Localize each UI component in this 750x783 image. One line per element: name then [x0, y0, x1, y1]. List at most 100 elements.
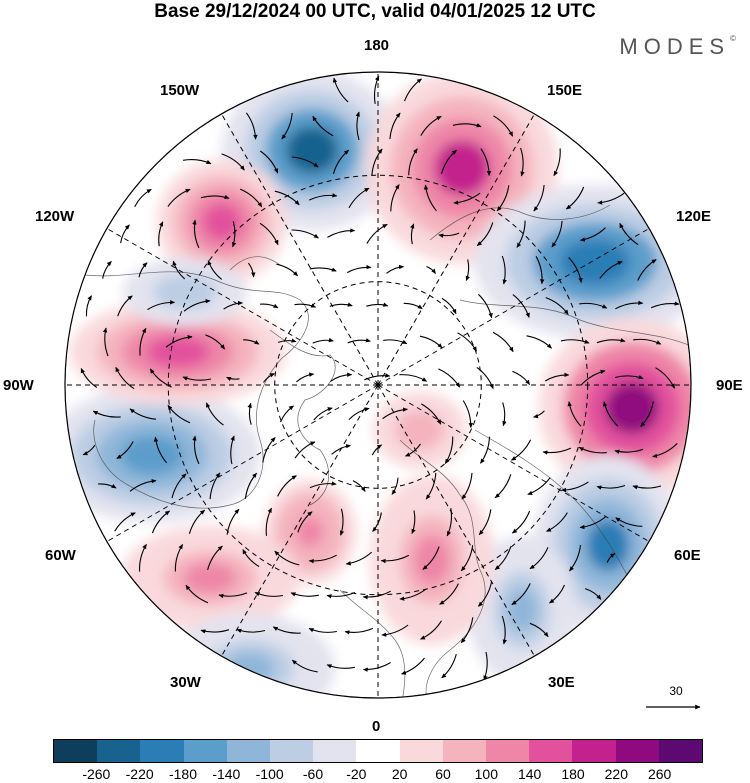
- copyright-mark: ©: [730, 34, 736, 43]
- colorbar: [53, 739, 703, 763]
- wind-vector: [596, 338, 626, 344]
- wind-vector: [476, 222, 494, 247]
- wind-vector: [614, 448, 644, 454]
- wind-vector: [551, 220, 563, 248]
- wind-vector: [441, 653, 457, 679]
- wind-vector: [205, 402, 224, 426]
- wind-vector: [364, 373, 391, 381]
- wind-vector: [493, 115, 514, 137]
- wind-vector: [362, 590, 391, 600]
- wind-vector: [380, 554, 410, 564]
- wind-vector: [404, 443, 421, 457]
- lon-label-60e: 60E: [674, 547, 701, 564]
- wind-vector: [492, 331, 514, 353]
- wind-vector: [277, 338, 297, 343]
- wind-vector: [410, 223, 415, 245]
- wind-vector: [478, 293, 493, 319]
- brand-name: MODES: [619, 34, 731, 59]
- coastline: [459, 299, 691, 351]
- wind-vector: [207, 545, 223, 571]
- wind-vector: [568, 257, 583, 284]
- meridian-line: [106, 228, 379, 386]
- wind-vector: [527, 477, 551, 495]
- wind-vector: [655, 367, 675, 389]
- meridian-line: [377, 113, 535, 386]
- wind-vector: [420, 115, 442, 136]
- wind-vector: [149, 368, 172, 388]
- wind-vector: [218, 592, 248, 599]
- wind-vector: [139, 543, 147, 572]
- wind-vector: [560, 339, 590, 344]
- wind-vector: [549, 584, 566, 604]
- wind-vector: [419, 335, 443, 349]
- wind-vector: [512, 370, 531, 386]
- map-disc: [65, 72, 691, 698]
- wind-vector: [511, 583, 531, 606]
- wind-vector: [383, 339, 408, 345]
- wind-vector: [584, 588, 602, 600]
- colorbar-tick-label: -60: [302, 766, 324, 782]
- wind-vector: [183, 299, 211, 312]
- coastline: [399, 439, 486, 698]
- colorbar-tick-label: 60: [435, 766, 451, 782]
- wind-vector: [511, 510, 531, 534]
- wind-vector: [308, 554, 337, 564]
- wind-vector: [209, 472, 221, 500]
- wind-vector: [129, 408, 157, 420]
- colorbar-tick-label: 20: [391, 766, 408, 782]
- colorbar-segment: [486, 740, 530, 762]
- reference-vector-value: 30: [669, 684, 683, 698]
- colorbar-tick-label: 140: [517, 766, 542, 782]
- wind-vector: [192, 435, 200, 465]
- wind-vector: [553, 148, 561, 177]
- wind-vector: [236, 628, 266, 634]
- wind-vector: [439, 583, 459, 605]
- wind-vector: [308, 193, 338, 201]
- wind-vector: [247, 262, 256, 278]
- colorbar-tick-label: 100: [474, 766, 499, 782]
- colorbar-tick-label: -100: [255, 766, 284, 782]
- negative-anomaly-contour: [559, 239, 631, 285]
- wind-vector: [185, 584, 209, 604]
- wind-vector: [308, 627, 338, 633]
- wind-vector: [544, 372, 570, 382]
- wind-vector: [242, 549, 260, 567]
- wind-vector: [348, 187, 370, 209]
- wind-vector: [614, 375, 644, 380]
- wind-vector: [332, 77, 349, 103]
- wind-vector: [80, 367, 98, 388]
- wind-vector: [391, 477, 399, 495]
- coastline: [269, 329, 336, 506]
- wind-vector: [291, 659, 318, 673]
- colorbar-segment: [270, 740, 314, 762]
- wind-vector: [579, 227, 606, 242]
- wind-vector: [478, 581, 493, 607]
- lon-label-120w: 120W: [35, 208, 75, 225]
- wind-vector: [114, 512, 136, 532]
- wind-vector: [438, 232, 460, 238]
- lon-label-90e: 90E: [716, 377, 743, 394]
- colorbar-tick-label: 220: [604, 766, 629, 782]
- wind-vector: [153, 436, 168, 464]
- wind-vector: [512, 294, 530, 318]
- wind-vector: [226, 508, 240, 535]
- lon-label-180: 180: [364, 37, 390, 54]
- wind-vector: [120, 224, 130, 244]
- colorbar-tick-label: -220: [125, 766, 154, 782]
- lon-label-60w: 60W: [45, 547, 76, 564]
- wind-vector: [526, 335, 552, 349]
- wind-vector: [453, 192, 481, 205]
- wind-vector: [272, 626, 301, 634]
- wind-vector: [496, 185, 510, 212]
- coastline: [339, 589, 406, 698]
- wind-vector: [313, 407, 333, 421]
- lon-label-0: 0: [372, 718, 381, 735]
- wind-vector: [483, 651, 488, 681]
- lon-label-90w: 90W: [3, 377, 34, 394]
- wind-vector: [400, 657, 425, 675]
- wind-vector: [535, 256, 545, 285]
- wind-vector: [339, 508, 345, 536]
- wind-vector: [403, 78, 422, 102]
- lon-label-30w: 30W: [170, 674, 201, 691]
- wind-vector: [650, 301, 680, 309]
